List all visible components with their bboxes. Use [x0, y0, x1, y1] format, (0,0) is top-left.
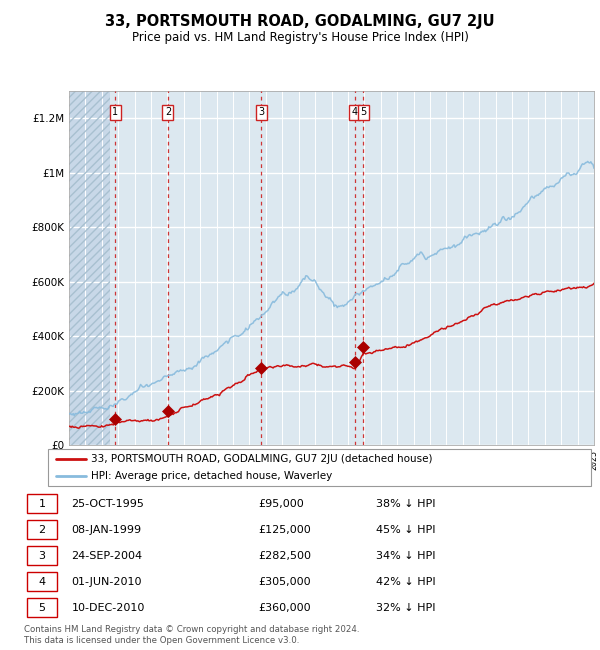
- Bar: [69, 91, 110, 445]
- Text: 32% ↓ HPI: 32% ↓ HPI: [376, 603, 435, 613]
- Text: 33, PORTSMOUTH ROAD, GODALMING, GU7 2JU (detached house): 33, PORTSMOUTH ROAD, GODALMING, GU7 2JU …: [91, 454, 433, 463]
- Text: 2: 2: [165, 107, 171, 117]
- Text: £282,500: £282,500: [259, 551, 311, 561]
- Text: 24-SEP-2004: 24-SEP-2004: [71, 551, 143, 561]
- Text: 3: 3: [38, 551, 46, 561]
- FancyBboxPatch shape: [27, 599, 58, 617]
- Text: £95,000: £95,000: [259, 499, 304, 509]
- Text: HPI: Average price, detached house, Waverley: HPI: Average price, detached house, Wave…: [91, 471, 332, 481]
- FancyBboxPatch shape: [48, 448, 591, 486]
- Text: 45% ↓ HPI: 45% ↓ HPI: [376, 525, 435, 535]
- Text: 25-OCT-1995: 25-OCT-1995: [71, 499, 145, 509]
- Text: £125,000: £125,000: [259, 525, 311, 535]
- FancyBboxPatch shape: [27, 547, 58, 565]
- Text: 38% ↓ HPI: 38% ↓ HPI: [376, 499, 435, 509]
- FancyBboxPatch shape: [27, 573, 58, 591]
- Text: 34% ↓ HPI: 34% ↓ HPI: [376, 551, 435, 561]
- Text: 1: 1: [112, 107, 118, 117]
- FancyBboxPatch shape: [27, 495, 58, 513]
- Text: 5: 5: [38, 603, 46, 613]
- Text: 1: 1: [38, 499, 46, 509]
- Text: 01-JUN-2010: 01-JUN-2010: [71, 577, 142, 587]
- Text: 33, PORTSMOUTH ROAD, GODALMING, GU7 2JU: 33, PORTSMOUTH ROAD, GODALMING, GU7 2JU: [105, 14, 495, 29]
- Text: 08-JAN-1999: 08-JAN-1999: [71, 525, 142, 535]
- Text: 3: 3: [259, 107, 265, 117]
- Text: 5: 5: [360, 107, 367, 117]
- Text: Contains HM Land Registry data © Crown copyright and database right 2024.
This d: Contains HM Land Registry data © Crown c…: [24, 625, 359, 645]
- Text: 4: 4: [38, 577, 46, 587]
- Text: Price paid vs. HM Land Registry's House Price Index (HPI): Price paid vs. HM Land Registry's House …: [131, 31, 469, 44]
- Text: 2: 2: [38, 525, 46, 535]
- Text: 10-DEC-2010: 10-DEC-2010: [71, 603, 145, 613]
- Text: £360,000: £360,000: [259, 603, 311, 613]
- Text: 42% ↓ HPI: 42% ↓ HPI: [376, 577, 435, 587]
- Text: £305,000: £305,000: [259, 577, 311, 587]
- Bar: [69, 91, 110, 445]
- FancyBboxPatch shape: [27, 521, 58, 539]
- Text: 4: 4: [352, 107, 358, 117]
